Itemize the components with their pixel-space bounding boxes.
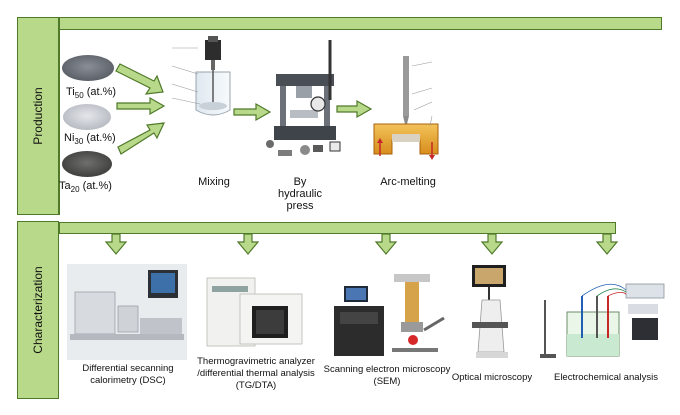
press-to-arc-arrow [336, 99, 373, 119]
characterization-arrows [104, 233, 619, 255]
characterization-top-bar [59, 222, 616, 234]
step-press-label: By hydraulic press [277, 176, 323, 212]
powder-arrows [115, 63, 166, 155]
method-optical-label: Optical microscopy [451, 372, 533, 383]
ta-powder-pile [62, 151, 112, 177]
element-label-ta: Ta20 (at.%) [59, 180, 112, 195]
arc-melting-illustration [373, 56, 439, 160]
method-electrochemical-label: Electrochemical analysis [553, 372, 658, 383]
method-sem-label: Scanning electron microscopy (SEM) [323, 364, 451, 387]
method-dsc-label: Differential secanning calorimetry (DSC) [82, 363, 174, 386]
production-side-panel: Production [17, 17, 59, 215]
step-arc-melting-label: Arc-melting [380, 176, 436, 188]
ti-powder-pile [62, 55, 114, 81]
sem-illustration [334, 274, 445, 356]
step-mixing-label: Mixing [198, 176, 230, 188]
characterization-side-panel: Characterization [17, 221, 59, 399]
tgdta-illustration [206, 277, 303, 347]
production-top-bar [59, 17, 662, 30]
mixer-to-press-arrow [233, 102, 272, 122]
mixer-illustration [171, 36, 231, 116]
electrochemical-illustration [540, 283, 665, 358]
method-tgdta-label: Thermogravimetric analyzer /differential… [197, 356, 315, 391]
element-label-ti: Ti50 (at.%) [66, 86, 117, 101]
dsc-illustration [67, 264, 187, 360]
optical-microscope-illustration [472, 265, 508, 358]
production-box [59, 30, 659, 215]
ni-powder-pile [63, 104, 111, 130]
element-label-ni: Ni30 (at.%) [64, 132, 116, 147]
hydraulic-press-illustration [266, 40, 341, 156]
